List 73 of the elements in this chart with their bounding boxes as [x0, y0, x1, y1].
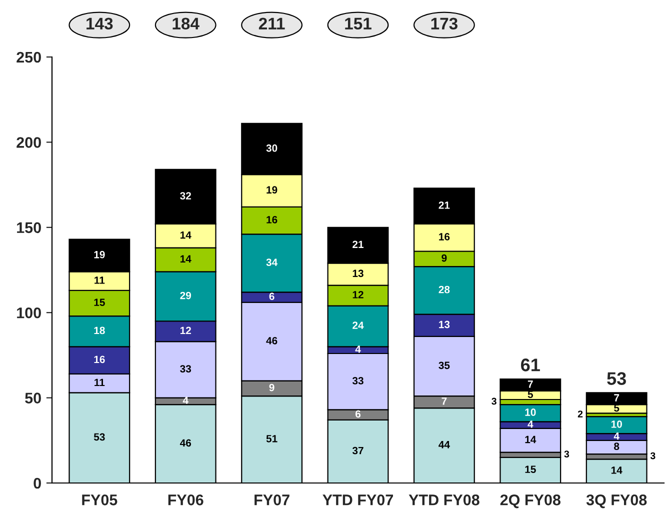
data-label: 4	[182, 396, 188, 404]
total-label: 53	[607, 372, 626, 385]
data-label: 14	[180, 231, 192, 239]
y-tick-label: 50	[25, 392, 41, 404]
data-label: 35	[438, 362, 450, 370]
data-label: 3	[650, 452, 656, 460]
data-label: 6	[269, 292, 274, 300]
total-label: 61	[521, 358, 540, 372]
data-label: 18	[94, 326, 105, 334]
data-label: 16	[266, 216, 278, 224]
data-label: 15	[94, 298, 105, 306]
data-label: 12	[180, 326, 191, 334]
data-label: 19	[94, 250, 105, 258]
data-label: 7	[528, 380, 533, 388]
y-tick-label: 200	[16, 137, 41, 148]
data-label: 3	[492, 398, 496, 405]
text: 184	[172, 18, 200, 30]
data-label: 24	[352, 322, 364, 329]
data-label: 9	[442, 254, 447, 262]
text: 143	[86, 18, 113, 30]
data-label: 44	[438, 441, 450, 448]
y-tick-label: 0	[34, 478, 41, 489]
data-label: 7	[442, 398, 447, 405]
x-tick-label: YTD FY08	[408, 494, 480, 506]
data-label: 6	[355, 410, 361, 418]
data-label: 11	[94, 378, 105, 386]
data-label: 15	[525, 466, 536, 474]
data-label: 21	[352, 240, 364, 248]
y-tick-label: 100	[17, 307, 41, 318]
x-tick-label: YTD FY07	[322, 494, 393, 506]
data-label: 13	[439, 320, 450, 328]
data-label: 21	[438, 202, 450, 209]
data-label: 19	[266, 186, 278, 194]
data-label: 7	[614, 394, 620, 402]
data-label: 14	[611, 466, 622, 474]
data-label: 37	[352, 446, 364, 454]
text: 151	[345, 18, 372, 30]
data-label: 10	[525, 408, 536, 416]
data-label: 9	[269, 384, 274, 392]
x-tick-label: FY05	[82, 494, 118, 506]
data-label: 51	[266, 435, 278, 442]
data-label: 14	[525, 436, 536, 444]
x-tick-label: 3Q FY08	[586, 494, 647, 508]
data-label: 30	[266, 144, 278, 152]
x-tick-label: FY06	[168, 494, 204, 506]
data-label: 29	[180, 292, 192, 300]
data-label: 46	[266, 336, 278, 344]
data-label: 28	[438, 286, 450, 294]
data-label: 16	[94, 356, 105, 364]
text: 211	[258, 18, 285, 30]
y-tick-label: 150	[17, 222, 41, 234]
data-label: 16	[439, 233, 450, 240]
data-label: 2	[578, 410, 583, 418]
data-label: 4	[614, 432, 620, 440]
y-tick-label: 250	[16, 52, 41, 63]
data-label: 13	[352, 270, 364, 278]
text: 173	[431, 18, 458, 30]
data-label: 4	[355, 346, 361, 353]
data-label: 4	[528, 420, 534, 428]
data-label: 10	[611, 420, 622, 428]
data-label: 12	[352, 290, 364, 298]
data-label: 46	[180, 439, 192, 447]
data-label: 34	[266, 258, 278, 266]
x-tick-label: FY07	[254, 494, 290, 506]
data-label: 8	[614, 442, 620, 450]
data-label: 33	[352, 377, 364, 384]
data-label: 32	[180, 192, 191, 200]
data-label: 53	[94, 433, 105, 441]
data-label: 3	[564, 450, 570, 458]
x-tick-label: 2Q FY08	[500, 494, 560, 508]
data-label: 14	[180, 255, 192, 262]
data-label: 11	[94, 276, 105, 284]
data-label: 33	[180, 365, 192, 372]
